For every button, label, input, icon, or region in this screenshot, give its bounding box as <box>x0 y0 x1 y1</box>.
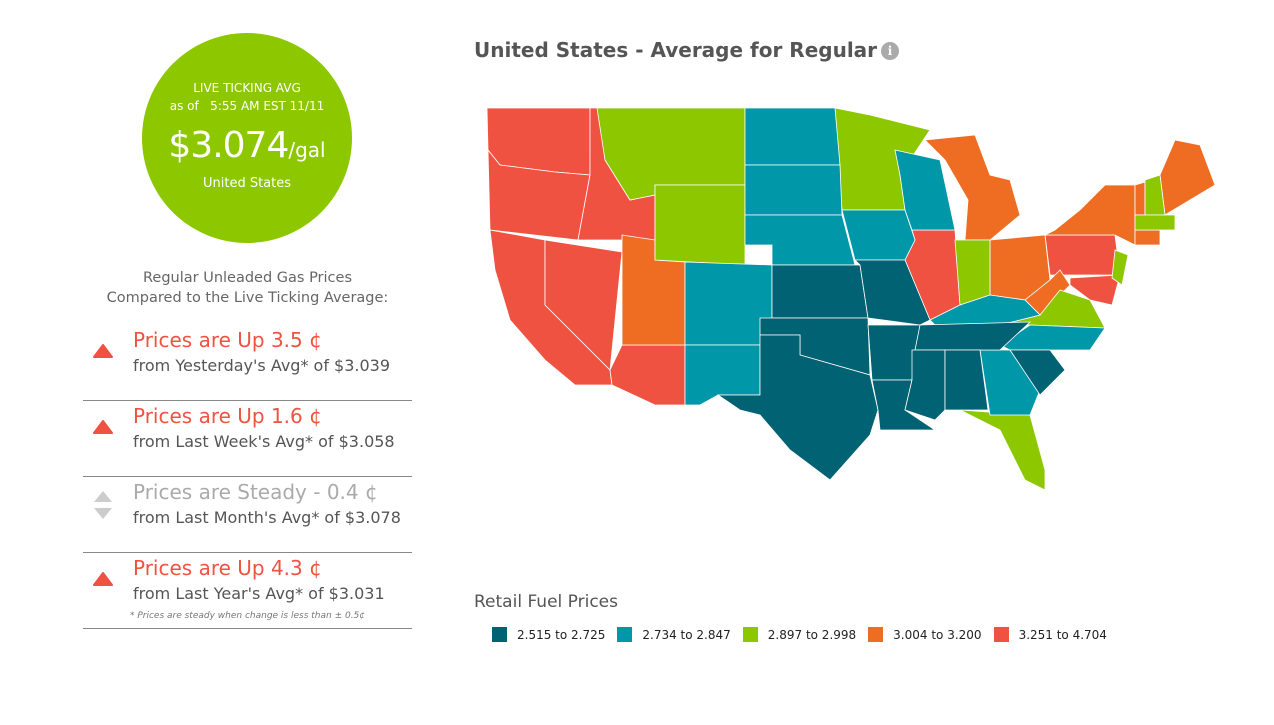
row-headline: Prices are Up 3.5 ¢ <box>133 328 322 352</box>
state-sd[interactable] <box>744 164 843 216</box>
legend-item: 2.897 to 2.998 <box>742 627 857 642</box>
legend-item: 2.515 to 2.725 <box>492 627 605 642</box>
legend-label: 3.251 to 4.704 <box>1018 627 1107 642</box>
legend-label: 2.515 to 2.725 <box>517 627 606 642</box>
state-nd[interactable] <box>744 107 841 166</box>
state-tn[interactable] <box>914 321 1032 351</box>
live-label: LIVE TICKING AVG <box>193 81 301 95</box>
row-subtext: from Yesterday's Avg* of $3.039 <box>133 356 391 375</box>
legend-title: Retail Fuel Prices <box>474 592 618 612</box>
state-ks[interactable] <box>771 264 869 319</box>
legend-item: 3.251 to 4.704 <box>993 627 1107 642</box>
footnote: * Prices are steady when change is less … <box>129 611 366 621</box>
legend-swatch <box>742 627 758 642</box>
state-nj[interactable] <box>1111 249 1129 286</box>
legend-item: 3.004 to 3.200 <box>868 627 982 642</box>
row-subtext: from Last Year's Avg* of $3.031 <box>133 584 385 603</box>
comparison-list: Prices are Up 3.5 ¢ from Yesterday's Avg*… <box>83 326 412 630</box>
row-headline: Prices are Steady - 0.4 ¢ <box>133 480 378 504</box>
legend-label: 2.897 to 2.998 <box>767 627 857 642</box>
steady-arrows-icon <box>94 491 112 519</box>
state-ga[interactable] <box>979 349 1041 416</box>
state-sc[interactable] <box>1009 349 1066 396</box>
up-arrow-icon <box>93 344 113 358</box>
state-vt[interactable] <box>1134 181 1146 216</box>
comparison-row: Prices are Steady - 0.4 ¢ from Last Month… <box>83 478 412 553</box>
state-me[interactable] <box>1159 139 1216 216</box>
comparison-row: Prices are Up 1.6 ¢ from Last Week's Avg*… <box>83 402 412 477</box>
info-icon[interactable]: i <box>881 42 900 60</box>
legend: 2.515 to 2.725 2.734 to 2.847 2.897 to 2.9… <box>492 627 1109 642</box>
up-arrow-icon <box>93 420 113 434</box>
state-wi[interactable] <box>894 149 956 231</box>
legend-swatch <box>993 627 1009 642</box>
region-label: United States <box>202 176 292 191</box>
state-ia[interactable] <box>841 209 916 261</box>
row-subtext: from Last Week's Avg* of $3.058 <box>133 432 395 451</box>
legend-label: 2.734 to 2.847 <box>642 627 731 642</box>
legend-item: 2.734 to 2.847 <box>617 627 731 642</box>
up-arrow-icon <box>93 572 113 586</box>
state-al[interactable] <box>944 349 989 411</box>
compare-heading: Regular Unleaded Gas Prices Compared to t… <box>106 270 389 306</box>
as-of-time: as of 5:55 AM EST 11/11 <box>169 99 325 113</box>
map-title: United States - Average for Regular i <box>474 38 900 62</box>
comparison-row: Prices are Up 3.5 ¢ from Yesterday's Avg*… <box>83 326 412 401</box>
comparison-row: Prices are Up 4.3 ¢ from Last Year's Avg*… <box>83 554 412 629</box>
state-in[interactable] <box>954 239 991 306</box>
legend-swatch <box>492 627 507 642</box>
state-md[interactable] <box>1069 274 1121 306</box>
state-wy[interactable] <box>654 184 746 266</box>
state-mi[interactable] <box>924 134 1021 241</box>
state-fl[interactable] <box>959 409 1046 491</box>
row-headline: Prices are Up 4.3 ¢ <box>133 556 322 580</box>
row-subtext: from Last Month's Avg* of $3.078 <box>133 508 401 527</box>
row-headline: Prices are Up 1.6 ¢ <box>133 404 322 428</box>
state-co[interactable] <box>684 261 773 346</box>
state-pa[interactable] <box>1044 234 1121 276</box>
state-tx[interactable] <box>716 334 879 481</box>
live-average-circle: LIVE TICKING AVG as of 5:55 AM EST 11/11… <box>142 33 352 243</box>
state-ma[interactable] <box>1134 214 1176 231</box>
state-az[interactable] <box>609 344 686 406</box>
legend-swatch <box>868 627 884 642</box>
legend-label: 3.004 to 3.200 <box>893 627 982 642</box>
legend-swatch <box>617 627 633 642</box>
state-ne[interactable] <box>744 214 856 266</box>
state-ct[interactable] <box>1134 229 1161 246</box>
live-price: $3.074/gal <box>168 125 326 166</box>
